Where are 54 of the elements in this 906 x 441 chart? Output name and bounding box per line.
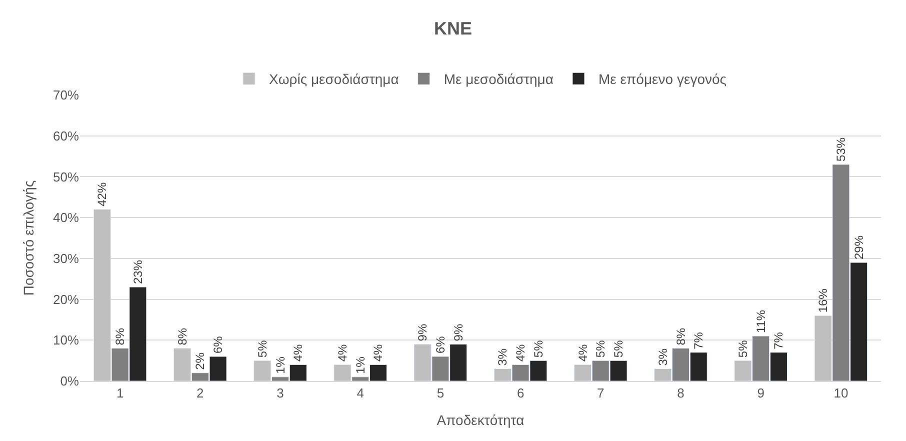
legend-label: Με μεσοδιάστημα bbox=[444, 71, 554, 88]
data-label: 2% bbox=[193, 352, 208, 370]
y-tick-label: 40% bbox=[52, 210, 80, 226]
x-tick-label: 8 bbox=[677, 386, 684, 401]
x-tick-label: 1 bbox=[116, 386, 124, 401]
data-label: 3% bbox=[656, 348, 670, 366]
x-tick-label: 3 bbox=[276, 386, 284, 401]
data-label: 5% bbox=[594, 340, 608, 358]
x-tick-label: 6 bbox=[516, 386, 524, 401]
x-tick-label: 9 bbox=[757, 386, 764, 401]
data-label: 29% bbox=[852, 235, 866, 260]
data-label: 7% bbox=[692, 332, 706, 350]
y-tick-label: 30% bbox=[52, 250, 80, 266]
x-tick-label: 7 bbox=[597, 386, 604, 401]
legend-label: Με επόμενο γεγονός bbox=[598, 71, 727, 88]
data-label: 9% bbox=[416, 324, 430, 342]
data-label: 16% bbox=[816, 288, 830, 313]
data-label: 4% bbox=[335, 344, 350, 362]
data-label: 53% bbox=[834, 137, 848, 162]
y-tick-label: 60% bbox=[52, 128, 80, 144]
data-label: 5% bbox=[531, 340, 546, 358]
y-tick-label: 20% bbox=[52, 292, 80, 307]
data-label: 5% bbox=[255, 340, 270, 358]
data-label: 4% bbox=[291, 344, 306, 362]
x-axis-title: Αποδεκτότητα bbox=[436, 412, 524, 428]
x-tick-label: 2 bbox=[196, 386, 204, 401]
data-label: 3% bbox=[496, 348, 510, 366]
x-tick-label: 10 bbox=[834, 386, 848, 401]
data-label: 1% bbox=[353, 356, 368, 374]
y-axis-title: Ποσοστό επιλογής bbox=[20, 180, 37, 296]
data-label: 5% bbox=[736, 340, 750, 358]
legend-label: Χωρίς μεσοδιάστημα bbox=[269, 71, 399, 88]
data-label: 8% bbox=[113, 328, 128, 346]
y-tick-label: 50% bbox=[52, 169, 80, 184]
data-label: 4% bbox=[514, 344, 528, 362]
y-tick-label: 0% bbox=[60, 374, 80, 389]
data-label: 5% bbox=[612, 340, 626, 358]
data-label: 23% bbox=[130, 260, 145, 284]
y-tick-label: 70% bbox=[52, 88, 80, 103]
chart-title: KNE bbox=[434, 18, 472, 39]
data-label: 6% bbox=[433, 336, 448, 354]
data-label: 9% bbox=[451, 324, 466, 342]
data-label: 4% bbox=[371, 344, 386, 362]
data-label: 8% bbox=[674, 328, 688, 346]
y-tick-label: 10% bbox=[52, 332, 80, 348]
data-label: 4% bbox=[576, 344, 590, 362]
data-label: 42% bbox=[95, 182, 110, 206]
data-label: 6% bbox=[211, 336, 226, 354]
data-label: 11% bbox=[754, 310, 768, 334]
x-tick-label: 4 bbox=[356, 386, 364, 401]
data-label: 1% bbox=[273, 356, 288, 374]
x-tick-label: 5 bbox=[436, 386, 444, 401]
data-label: 8% bbox=[175, 328, 190, 346]
data-label: 7% bbox=[772, 332, 786, 350]
